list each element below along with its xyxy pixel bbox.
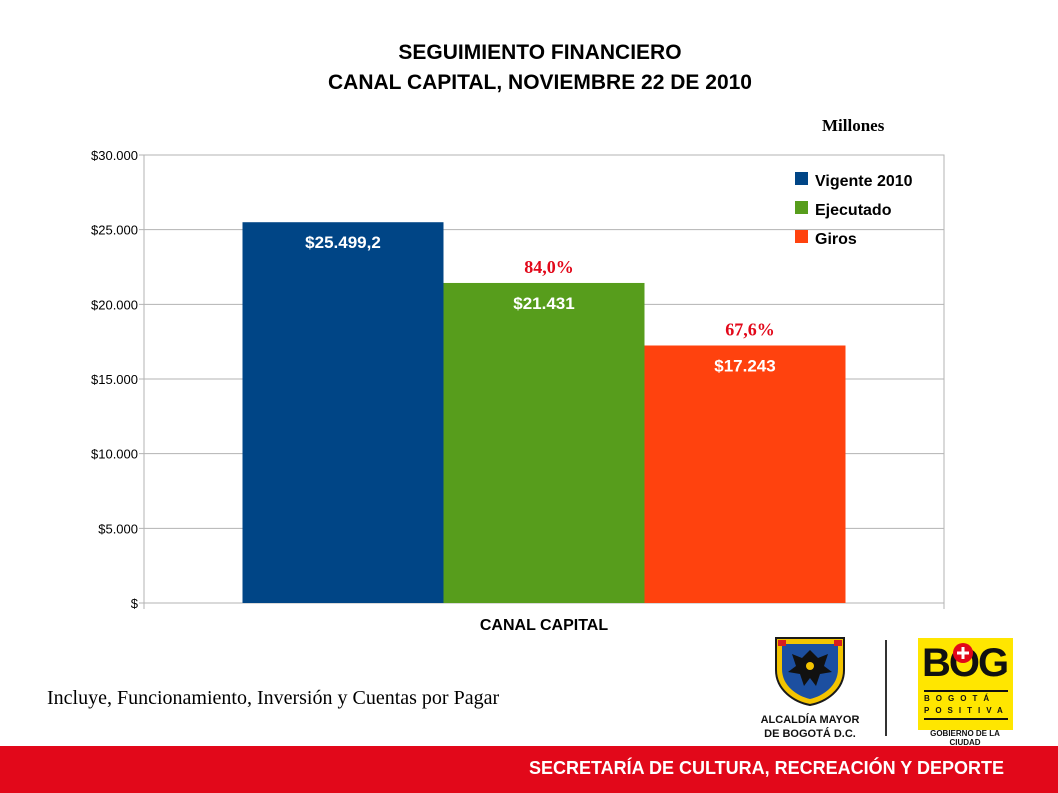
bog-bar-bottom (924, 718, 1008, 720)
data-label: $17.243 (714, 357, 775, 376)
plus-icon (953, 643, 973, 663)
alcaldia-line1: ALCALDÍA MAYOR (760, 714, 860, 726)
footer-text: SECRETARÍA DE CULTURA, RECREACIÓN Y DEPO… (528, 758, 1004, 778)
chart-title: SEGUIMIENTO FINANCIERO CANAL CAPITAL, NO… (0, 38, 1058, 98)
percent-label: 84,0% (524, 257, 574, 277)
footnote: Incluye, Funcionamiento, Inversión y Cue… (47, 687, 500, 709)
footer-bar: SECRETARÍA DE CULTURA, RECREACIÓN Y DEPO… (0, 746, 1058, 793)
y-tick-label: $ (131, 596, 139, 611)
y-tick-label: $20.000 (91, 297, 138, 312)
chart-title-line2: CANAL CAPITAL, NOVIEMBRE 22 DE 2010 (328, 71, 752, 94)
gobierno-label: GOBIERNO DE LA CIUDAD (930, 729, 1000, 747)
y-tick-label: $5.000 (98, 521, 138, 536)
legend-label: Ejecutado (815, 202, 892, 219)
bog-logo: BOG BOGOTÁ POSITIVA (918, 638, 1013, 730)
y-tick-label: $30.000 (91, 148, 138, 163)
bar (242, 222, 444, 603)
bar-chart: $ $5.000 $10.000 $15.000 $20.000 $25.000 $30.0… (91, 148, 945, 634)
x-category-label: CANAL CAPITAL (480, 617, 609, 634)
data-label: $25.499,2 (305, 233, 381, 252)
units-label: Millones (822, 116, 885, 135)
chart-title-line1: SEGUIMIENTO FINANCIERO (398, 41, 682, 64)
bar (443, 282, 645, 603)
y-tick-label: $25.000 (91, 223, 138, 238)
legend-swatch (795, 172, 808, 185)
y-tick-label: $10.000 (91, 447, 138, 462)
data-label: $21.431 (513, 294, 574, 313)
logo-divider (885, 640, 887, 736)
bog-bar-top (924, 690, 1008, 692)
percent-label: 67,6% (725, 320, 775, 340)
legend-label: Vigente 2010 (815, 173, 913, 190)
bog-line2: POSITIVA (924, 706, 1009, 715)
legend-swatch (795, 201, 808, 214)
bar (644, 345, 846, 603)
alcaldia-logo: ALCALDÍA MAYOR DE BOGOTÁ D.C. (748, 636, 872, 744)
legend-swatch (795, 230, 808, 243)
coat-of-arms-icon (775, 637, 845, 706)
bog-line1: BOGOTÁ (924, 694, 996, 703)
legend-label: Giros (815, 231, 857, 248)
y-tick-label: $15.000 (91, 372, 138, 387)
alcaldia-line2: DE BOGOTÁ D.C. (764, 728, 856, 740)
